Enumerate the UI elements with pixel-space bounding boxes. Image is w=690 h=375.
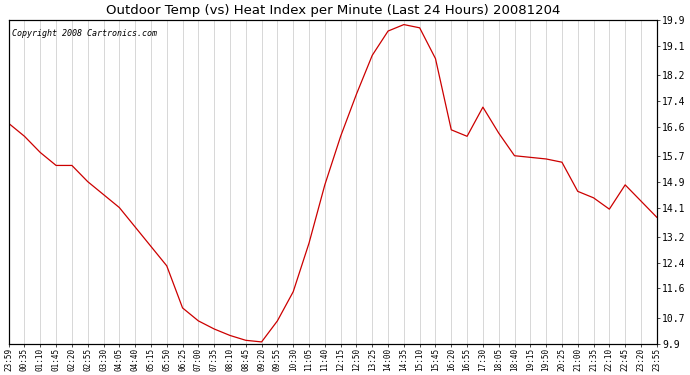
Text: Copyright 2008 Cartronics.com: Copyright 2008 Cartronics.com bbox=[12, 29, 157, 38]
Title: Outdoor Temp (vs) Heat Index per Minute (Last 24 Hours) 20081204: Outdoor Temp (vs) Heat Index per Minute … bbox=[106, 4, 560, 17]
